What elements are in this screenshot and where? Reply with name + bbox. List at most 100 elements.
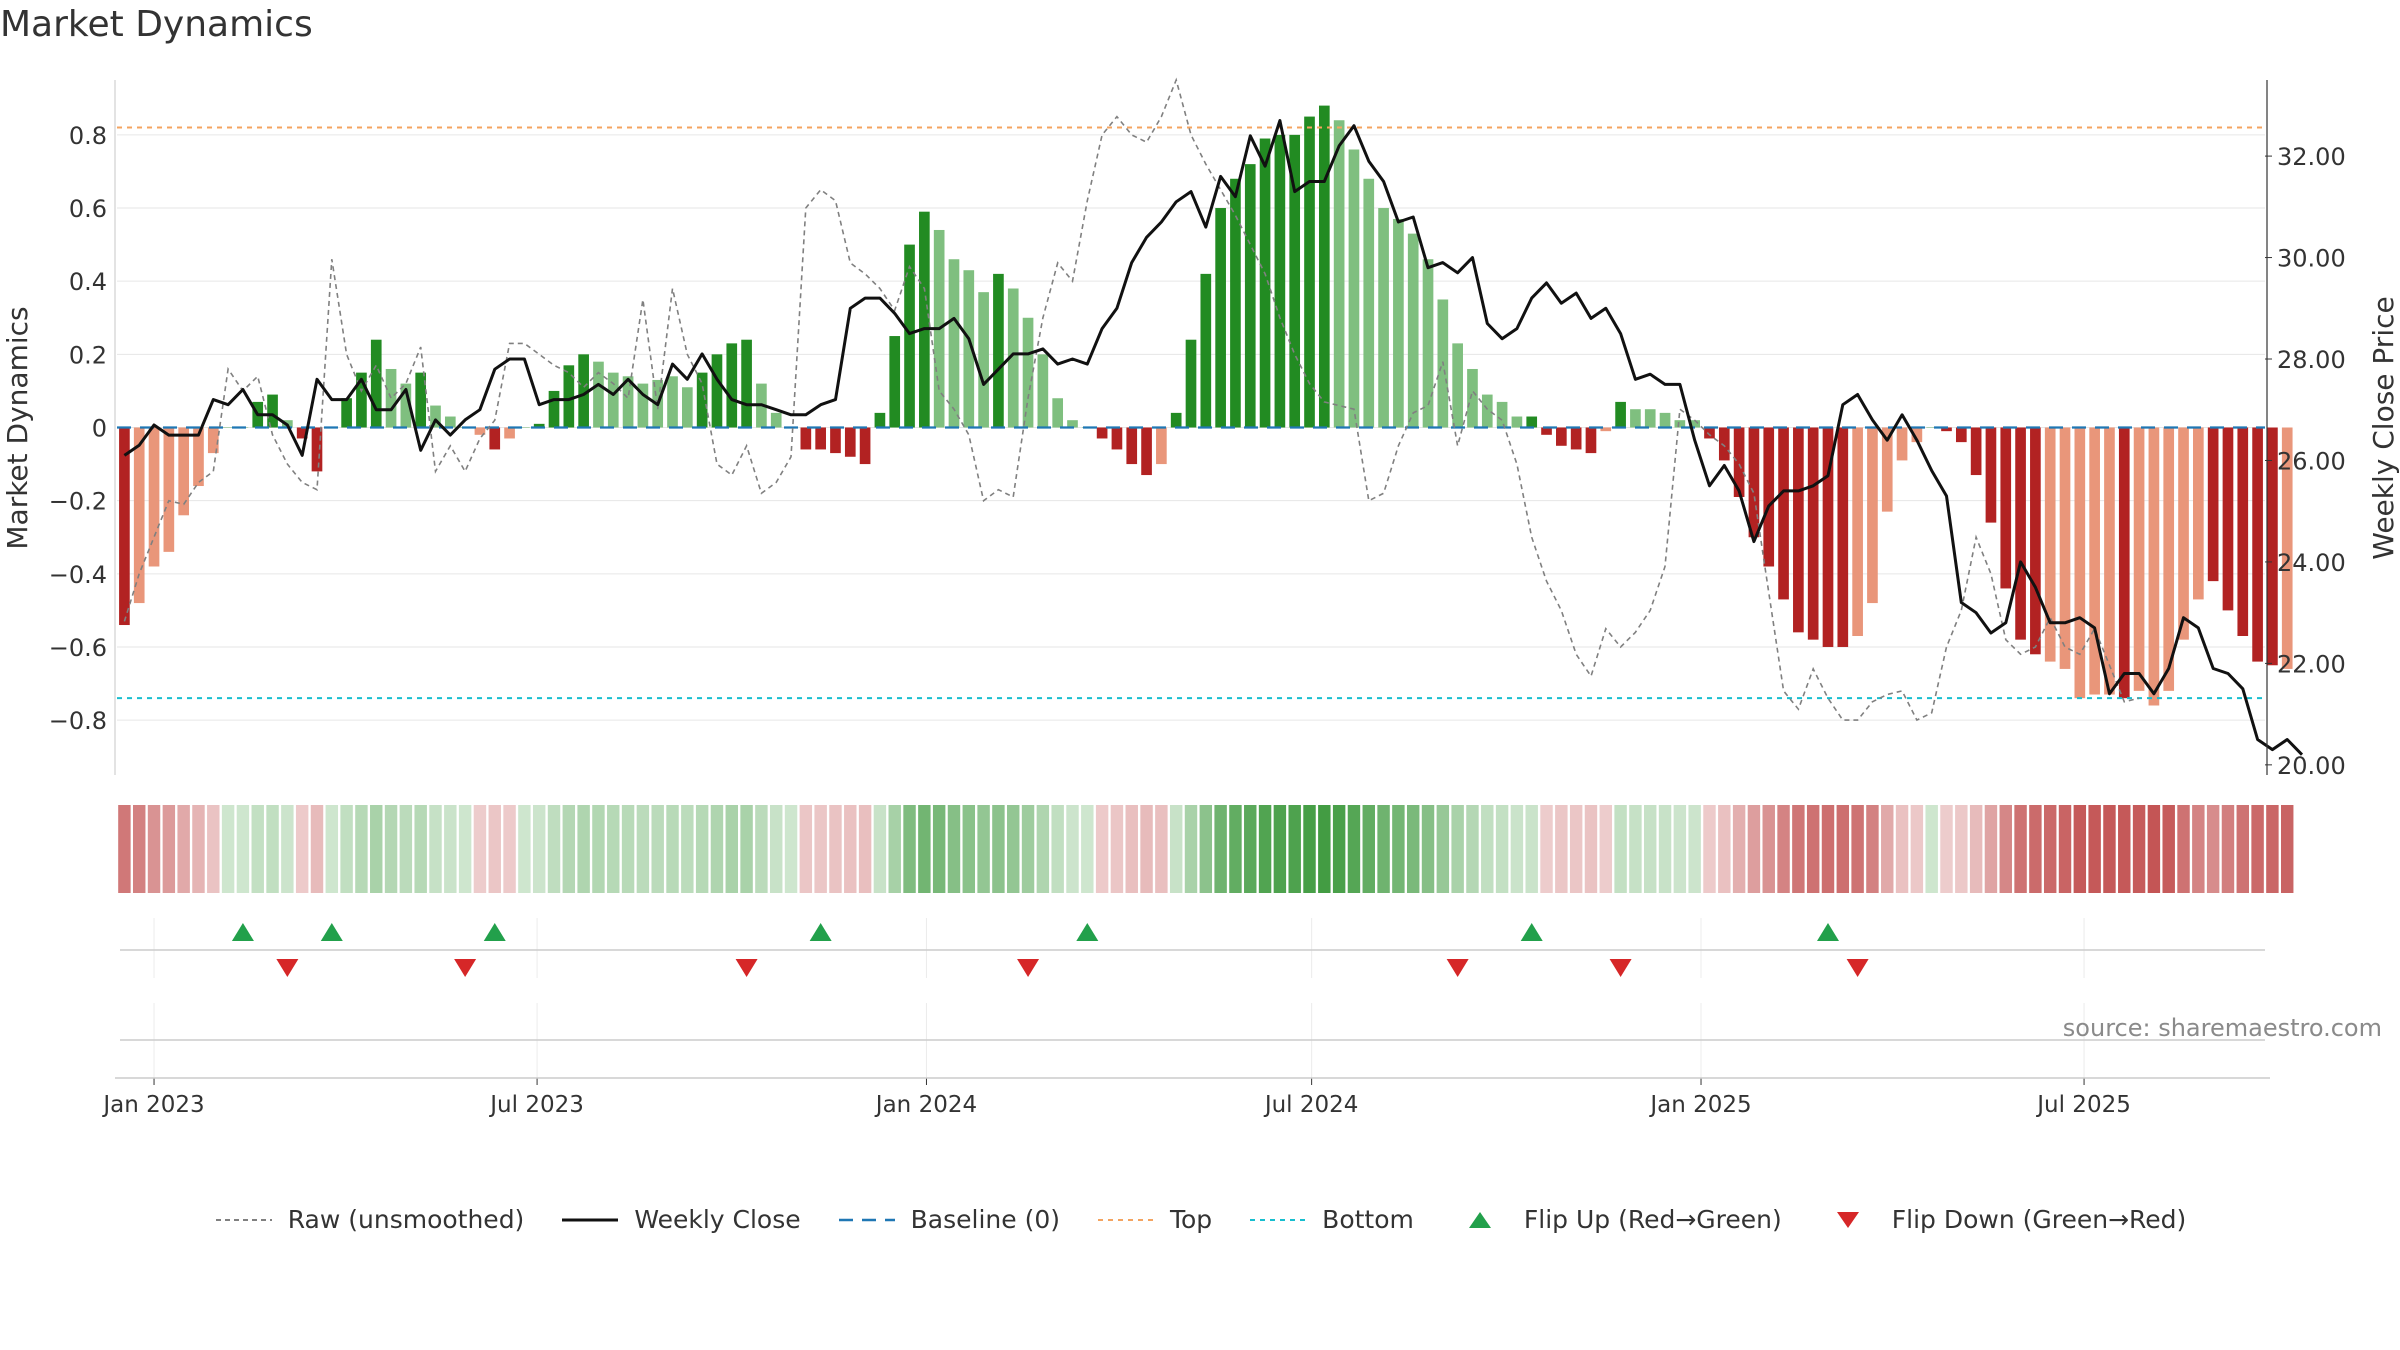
dynamics-bar <box>1630 409 1641 428</box>
heat-cell <box>295 805 309 893</box>
dynamics-bar <box>178 427 189 516</box>
dynamics-bar <box>1111 427 1123 450</box>
source-credit: source: sharemaestro.com <box>2062 1014 2382 1042</box>
dynamics-bar <box>1156 427 1167 465</box>
heat-cell <box>147 805 161 893</box>
heat-cell <box>177 805 190 893</box>
dynamics-bar <box>474 427 486 435</box>
legend-item-baseline: Baseline (0) <box>837 1205 1060 1234</box>
heat-cell <box>1362 805 1375 893</box>
heat-cell <box>1406 805 1420 893</box>
dynamics-bar <box>1200 273 1212 428</box>
y2-tick-label: 30.00 <box>2277 245 2346 273</box>
heat-cell <box>1599 805 1613 893</box>
heat-cell <box>1569 805 1583 893</box>
dynamics-bar <box>296 427 308 439</box>
heat-cell <box>769 805 783 893</box>
heat-cell <box>1214 805 1227 893</box>
heat-cell <box>355 805 368 893</box>
dynamics-bar <box>978 292 989 428</box>
heat-cell <box>2118 805 2131 893</box>
dynamics-bar <box>1585 427 1597 454</box>
heat-cell <box>1332 805 1346 893</box>
dynamics-bar <box>1837 427 1849 647</box>
heat-cell <box>725 805 738 893</box>
legend-item-top: Top <box>1096 1205 1212 1234</box>
baseline-legend-symbol <box>838 1218 895 1221</box>
heat-cell <box>1081 805 1094 893</box>
heat-cell <box>547 805 561 893</box>
dynamics-bar <box>1718 427 1730 461</box>
heat-cell <box>784 805 798 893</box>
heat-cell <box>1732 805 1746 893</box>
dynamics-bar <box>1985 427 1997 523</box>
dynamics-bar <box>2015 427 2026 640</box>
heat-cell <box>1525 805 1538 893</box>
dynamics-bar <box>1896 427 1908 461</box>
heat-cell <box>1466 805 1479 893</box>
dynamics-bar <box>1259 138 1271 428</box>
flip-down-marker <box>1846 959 1869 977</box>
heat-cell <box>1273 805 1287 893</box>
flip-down-legend-symbol <box>1836 1211 1859 1228</box>
dynamics-bar <box>1511 416 1523 428</box>
dynamics-bar <box>681 387 693 428</box>
heat-cell <box>325 805 339 893</box>
dynamics-bar <box>519 427 530 428</box>
heat-cell <box>1614 805 1627 893</box>
y2-tick-label: 26.00 <box>2277 447 2346 475</box>
x-tick-label: Jul 2023 <box>488 1092 584 1118</box>
dynamics-bar <box>2030 427 2041 655</box>
heat-cell <box>695 805 709 893</box>
dynamics-bar <box>1215 208 1226 428</box>
heat-cell <box>666 805 679 893</box>
heat-cell <box>651 805 664 893</box>
flip-up-marker <box>320 923 343 941</box>
dynamics-bar <box>2207 427 2219 582</box>
y-tick-label: 0.2 <box>69 341 107 369</box>
dynamics-bar <box>444 416 456 428</box>
dynamics-bar <box>1763 427 1775 567</box>
y2-tick-label: 22.00 <box>2277 650 2346 678</box>
dynamics-bar <box>2222 427 2234 611</box>
series-lines <box>123 77 2304 756</box>
dynamics-bar <box>889 336 901 428</box>
dynamics-bar <box>1556 427 1567 446</box>
dynamics-bar <box>1867 427 1878 604</box>
heat-cell <box>192 805 205 893</box>
dynamics-bar <box>1881 427 1893 512</box>
dynamics-bar <box>504 427 515 439</box>
heat-cell <box>1481 805 1494 893</box>
heat-cell <box>399 805 413 893</box>
axes: −0.8 −0.6 −0.4 −0.2 0 0.2 0.4 0.6 0.8 20.00 22.00 2… <box>49 80 2346 1118</box>
dynamics-bar <box>370 339 382 428</box>
dynamics-bar <box>341 398 352 428</box>
heat-cell <box>962 805 976 893</box>
heat-cell <box>1347 805 1361 893</box>
dynamics-bar <box>1526 416 1538 428</box>
heat-cell <box>1510 805 1524 893</box>
dynamics-bar <box>1393 219 1404 428</box>
heat-cell <box>607 805 620 893</box>
dynamics-bar <box>696 372 708 428</box>
heat-cell <box>1940 805 1953 893</box>
heat-cell <box>2251 805 2264 893</box>
flip-up-marker <box>1520 923 1543 941</box>
dynamics-bar <box>904 244 915 428</box>
dynamics-bar <box>2074 427 2086 699</box>
dynamics-bar <box>1970 427 1982 476</box>
x-tick-label: Jan 2025 <box>1648 1092 1751 1118</box>
y2-tick-label: 32.00 <box>2277 143 2346 171</box>
heat-cell <box>1821 805 1835 893</box>
regime-heat-strip <box>118 805 2294 893</box>
heat-cell <box>829 805 842 893</box>
flip-markers <box>231 923 1869 977</box>
heat-cell <box>621 805 635 893</box>
dynamics-bar <box>800 427 812 450</box>
heat-cell <box>473 805 487 893</box>
dynamics-bar <box>267 394 278 428</box>
heat-cell <box>458 805 472 893</box>
flip-down-marker <box>1446 959 1469 977</box>
dynamics-bar <box>1244 164 1256 428</box>
dynamics-bar <box>1793 427 1804 633</box>
